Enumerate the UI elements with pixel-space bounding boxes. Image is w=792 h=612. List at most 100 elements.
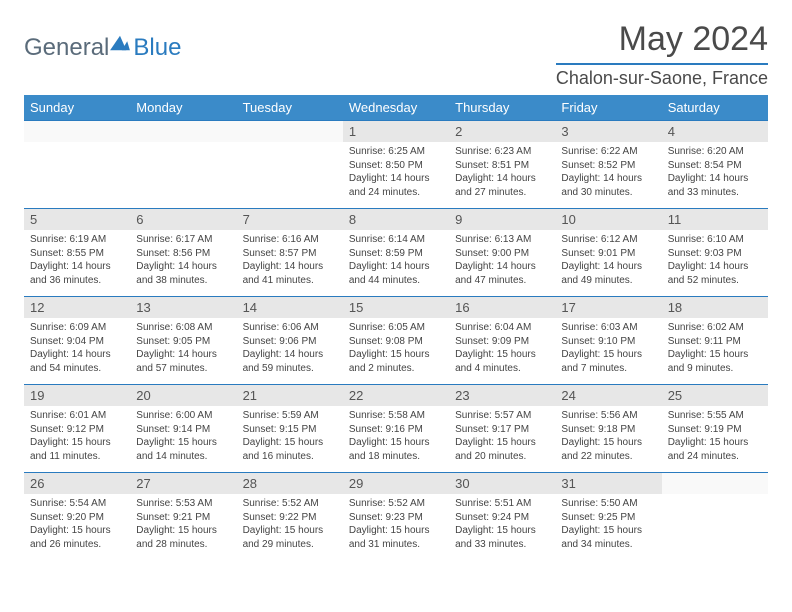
day-info: Sunrise: 6:19 AMSunset: 8:55 PMDaylight:…: [24, 230, 130, 291]
calendar-body: ...1Sunrise: 6:25 AMSunset: 8:50 PMDayli…: [24, 120, 768, 560]
day-info: Sunrise: 6:00 AMSunset: 9:14 PMDaylight:…: [130, 406, 236, 467]
day-info: Sunrise: 6:16 AMSunset: 8:57 PMDaylight:…: [237, 230, 343, 291]
calendar-cell: 31Sunrise: 5:50 AMSunset: 9:25 PMDayligh…: [555, 472, 661, 560]
calendar-cell: 10Sunrise: 6:12 AMSunset: 9:01 PMDayligh…: [555, 208, 661, 296]
day-number: 24: [555, 384, 661, 406]
calendar-cell: 30Sunrise: 5:51 AMSunset: 9:24 PMDayligh…: [449, 472, 555, 560]
day-number: 11: [662, 208, 768, 230]
day-number: 29: [343, 472, 449, 494]
calendar-cell: 29Sunrise: 5:52 AMSunset: 9:23 PMDayligh…: [343, 472, 449, 560]
day-info: Sunrise: 5:54 AMSunset: 9:20 PMDaylight:…: [24, 494, 130, 555]
day-info: Sunrise: 5:52 AMSunset: 9:22 PMDaylight:…: [237, 494, 343, 555]
day-info: Sunrise: 5:55 AMSunset: 9:19 PMDaylight:…: [662, 406, 768, 467]
calendar-row: 19Sunrise: 6:01 AMSunset: 9:12 PMDayligh…: [24, 384, 768, 472]
weekday-header: Monday: [130, 95, 236, 120]
day-number: .: [237, 120, 343, 142]
day-info: Sunrise: 6:01 AMSunset: 9:12 PMDaylight:…: [24, 406, 130, 467]
day-info: Sunrise: 6:04 AMSunset: 9:09 PMDaylight:…: [449, 318, 555, 379]
logo-text-a: General: [24, 34, 109, 62]
day-number: 10: [555, 208, 661, 230]
day-number: 26: [24, 472, 130, 494]
calendar-cell: 5Sunrise: 6:19 AMSunset: 8:55 PMDaylight…: [24, 208, 130, 296]
calendar-cell: .: [130, 120, 236, 208]
title-block: May 2024 Chalon-sur-Saone, France: [556, 20, 768, 89]
header: General Blue May 2024 Chalon-sur-Saone, …: [24, 20, 768, 89]
day-info: Sunrise: 6:13 AMSunset: 9:00 PMDaylight:…: [449, 230, 555, 291]
weekday-header: Thursday: [449, 95, 555, 120]
day-number: 23: [449, 384, 555, 406]
day-number: .: [130, 120, 236, 142]
day-info: Sunrise: 6:17 AMSunset: 8:56 PMDaylight:…: [130, 230, 236, 291]
calendar-cell: 12Sunrise: 6:09 AMSunset: 9:04 PMDayligh…: [24, 296, 130, 384]
calendar-cell: .: [24, 120, 130, 208]
day-number: 17: [555, 296, 661, 318]
calendar-cell: 28Sunrise: 5:52 AMSunset: 9:22 PMDayligh…: [237, 472, 343, 560]
day-info: Sunrise: 5:58 AMSunset: 9:16 PMDaylight:…: [343, 406, 449, 467]
day-info: Sunrise: 6:25 AMSunset: 8:50 PMDaylight:…: [343, 142, 449, 203]
calendar-cell: 20Sunrise: 6:00 AMSunset: 9:14 PMDayligh…: [130, 384, 236, 472]
day-info: Sunrise: 6:03 AMSunset: 9:10 PMDaylight:…: [555, 318, 661, 379]
day-info: Sunrise: 5:57 AMSunset: 9:17 PMDaylight:…: [449, 406, 555, 467]
day-number: .: [662, 472, 768, 494]
day-number: 27: [130, 472, 236, 494]
day-info: Sunrise: 6:12 AMSunset: 9:01 PMDaylight:…: [555, 230, 661, 291]
day-info: Sunrise: 6:08 AMSunset: 9:05 PMDaylight:…: [130, 318, 236, 379]
calendar-row: ...1Sunrise: 6:25 AMSunset: 8:50 PMDayli…: [24, 120, 768, 208]
day-info: Sunrise: 6:02 AMSunset: 9:11 PMDaylight:…: [662, 318, 768, 379]
calendar-cell: .: [662, 472, 768, 560]
day-number: 6: [130, 208, 236, 230]
calendar-cell: 24Sunrise: 5:56 AMSunset: 9:18 PMDayligh…: [555, 384, 661, 472]
calendar-cell: 16Sunrise: 6:04 AMSunset: 9:09 PMDayligh…: [449, 296, 555, 384]
day-number: 8: [343, 208, 449, 230]
calendar-cell: 25Sunrise: 5:55 AMSunset: 9:19 PMDayligh…: [662, 384, 768, 472]
calendar-cell: 21Sunrise: 5:59 AMSunset: 9:15 PMDayligh…: [237, 384, 343, 472]
calendar-cell: 17Sunrise: 6:03 AMSunset: 9:10 PMDayligh…: [555, 296, 661, 384]
calendar-head: SundayMondayTuesdayWednesdayThursdayFrid…: [24, 95, 768, 120]
weekday-header: Sunday: [24, 95, 130, 120]
day-number: 1: [343, 120, 449, 142]
day-number: 2: [449, 120, 555, 142]
calendar-cell: 15Sunrise: 6:05 AMSunset: 9:08 PMDayligh…: [343, 296, 449, 384]
day-info: Sunrise: 6:20 AMSunset: 8:54 PMDaylight:…: [662, 142, 768, 203]
logo-triangle-icon: [109, 34, 131, 52]
calendar-cell: 14Sunrise: 6:06 AMSunset: 9:06 PMDayligh…: [237, 296, 343, 384]
day-number: 30: [449, 472, 555, 494]
day-number: 9: [449, 208, 555, 230]
calendar-cell: 6Sunrise: 6:17 AMSunset: 8:56 PMDaylight…: [130, 208, 236, 296]
calendar-cell: 19Sunrise: 6:01 AMSunset: 9:12 PMDayligh…: [24, 384, 130, 472]
calendar-cell: 26Sunrise: 5:54 AMSunset: 9:20 PMDayligh…: [24, 472, 130, 560]
day-info: Sunrise: 6:09 AMSunset: 9:04 PMDaylight:…: [24, 318, 130, 379]
day-number: 15: [343, 296, 449, 318]
calendar-cell: 4Sunrise: 6:20 AMSunset: 8:54 PMDaylight…: [662, 120, 768, 208]
day-number: 31: [555, 472, 661, 494]
calendar-cell: 8Sunrise: 6:14 AMSunset: 8:59 PMDaylight…: [343, 208, 449, 296]
day-info: Sunrise: 6:10 AMSunset: 9:03 PMDaylight:…: [662, 230, 768, 291]
day-number: 14: [237, 296, 343, 318]
calendar-cell: 11Sunrise: 6:10 AMSunset: 9:03 PMDayligh…: [662, 208, 768, 296]
day-info: Sunrise: 5:51 AMSunset: 9:24 PMDaylight:…: [449, 494, 555, 555]
day-info: Sunrise: 6:23 AMSunset: 8:51 PMDaylight:…: [449, 142, 555, 203]
calendar-cell: 18Sunrise: 6:02 AMSunset: 9:11 PMDayligh…: [662, 296, 768, 384]
calendar-row: 12Sunrise: 6:09 AMSunset: 9:04 PMDayligh…: [24, 296, 768, 384]
calendar-cell: .: [237, 120, 343, 208]
day-info: Sunrise: 6:05 AMSunset: 9:08 PMDaylight:…: [343, 318, 449, 379]
day-number: 7: [237, 208, 343, 230]
day-info: Sunrise: 6:06 AMSunset: 9:06 PMDaylight:…: [237, 318, 343, 379]
day-number: 21: [237, 384, 343, 406]
day-number: .: [24, 120, 130, 142]
day-number: 19: [24, 384, 130, 406]
calendar-cell: 22Sunrise: 5:58 AMSunset: 9:16 PMDayligh…: [343, 384, 449, 472]
day-number: 16: [449, 296, 555, 318]
calendar-row: 26Sunrise: 5:54 AMSunset: 9:20 PMDayligh…: [24, 472, 768, 560]
day-info: Sunrise: 6:22 AMSunset: 8:52 PMDaylight:…: [555, 142, 661, 203]
calendar-cell: 23Sunrise: 5:57 AMSunset: 9:17 PMDayligh…: [449, 384, 555, 472]
calendar-cell: 27Sunrise: 5:53 AMSunset: 9:21 PMDayligh…: [130, 472, 236, 560]
day-number: 28: [237, 472, 343, 494]
day-number: 4: [662, 120, 768, 142]
calendar-cell: 7Sunrise: 6:16 AMSunset: 8:57 PMDaylight…: [237, 208, 343, 296]
day-info: Sunrise: 5:56 AMSunset: 9:18 PMDaylight:…: [555, 406, 661, 467]
day-number: 22: [343, 384, 449, 406]
calendar-cell: 9Sunrise: 6:13 AMSunset: 9:00 PMDaylight…: [449, 208, 555, 296]
day-info: Sunrise: 5:59 AMSunset: 9:15 PMDaylight:…: [237, 406, 343, 467]
month-title: May 2024: [556, 20, 768, 59]
